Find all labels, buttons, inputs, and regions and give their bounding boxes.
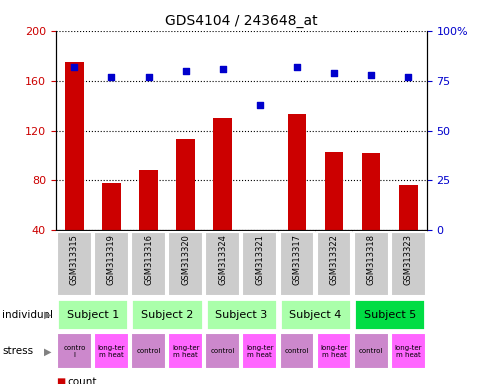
Bar	[353, 333, 388, 369]
Bar	[242, 232, 277, 296]
Bar	[57, 232, 91, 296]
Bar	[65, 62, 83, 280]
Bar	[316, 232, 351, 296]
Bar	[324, 152, 343, 280]
Bar	[205, 333, 240, 369]
Text: long-ter
m heat: long-ter m heat	[319, 345, 347, 358]
Text: individual: individual	[2, 310, 53, 320]
Point	[70, 64, 78, 70]
Bar	[250, 230, 269, 280]
Bar	[287, 114, 305, 280]
Bar	[94, 232, 129, 296]
Bar	[205, 232, 240, 296]
Text: GSM313324: GSM313324	[218, 234, 227, 285]
Text: Subject 1: Subject 1	[67, 310, 119, 320]
Bar	[279, 333, 314, 369]
Text: GSM313321: GSM313321	[255, 234, 264, 285]
Text: control: control	[210, 348, 234, 354]
Bar	[361, 153, 379, 280]
Text: GSM313315: GSM313315	[70, 234, 79, 285]
Text: ▶: ▶	[45, 346, 52, 356]
Text: contro
l: contro l	[63, 345, 85, 358]
Bar	[57, 333, 91, 369]
Bar	[176, 139, 195, 280]
Text: ■: ■	[56, 377, 65, 384]
Point	[218, 66, 226, 72]
Text: long-ter
m heat: long-ter m heat	[97, 345, 125, 358]
Title: GDS4104 / 243648_at: GDS4104 / 243648_at	[165, 14, 317, 28]
Bar	[131, 300, 202, 330]
Text: control: control	[284, 348, 308, 354]
Bar	[168, 333, 203, 369]
Text: GSM313323: GSM313323	[403, 234, 412, 285]
Bar	[279, 300, 350, 330]
Point	[292, 64, 300, 70]
Bar	[205, 300, 276, 330]
Point	[107, 74, 115, 80]
Text: Subject 3: Subject 3	[215, 310, 267, 320]
Bar	[316, 333, 351, 369]
Point	[182, 68, 189, 74]
Text: Subject 2: Subject 2	[141, 310, 193, 320]
Bar	[102, 183, 121, 280]
Text: long-ter
m heat: long-ter m heat	[171, 345, 199, 358]
Text: Subject 4: Subject 4	[289, 310, 341, 320]
Bar	[390, 333, 425, 369]
Text: GSM313316: GSM313316	[144, 234, 153, 285]
Bar	[213, 118, 231, 280]
Bar	[57, 300, 128, 330]
Point	[404, 74, 411, 80]
Bar	[242, 333, 277, 369]
Text: stress: stress	[2, 346, 33, 356]
Bar	[139, 170, 157, 280]
Bar	[131, 333, 166, 369]
Text: GSM313318: GSM313318	[366, 234, 375, 285]
Bar	[353, 300, 424, 330]
Bar	[398, 185, 417, 280]
Text: GSM313320: GSM313320	[181, 234, 190, 285]
Text: Subject 5: Subject 5	[363, 310, 415, 320]
Bar	[168, 232, 203, 296]
Bar	[279, 232, 314, 296]
Text: long-ter
m heat: long-ter m heat	[245, 345, 273, 358]
Point	[330, 70, 337, 76]
Bar	[390, 232, 425, 296]
Text: GSM313319: GSM313319	[106, 234, 116, 285]
Bar	[131, 232, 166, 296]
Point	[256, 101, 263, 108]
Point	[366, 71, 374, 78]
Text: control: control	[136, 348, 160, 354]
Text: long-ter
m heat: long-ter m heat	[393, 345, 421, 358]
Text: GSM313317: GSM313317	[292, 234, 301, 285]
Bar	[353, 232, 388, 296]
Text: control: control	[358, 348, 382, 354]
Text: GSM313322: GSM313322	[329, 234, 338, 285]
Point	[144, 74, 152, 80]
Text: ▶: ▶	[45, 310, 52, 320]
Bar	[94, 333, 129, 369]
Text: count: count	[67, 377, 96, 384]
